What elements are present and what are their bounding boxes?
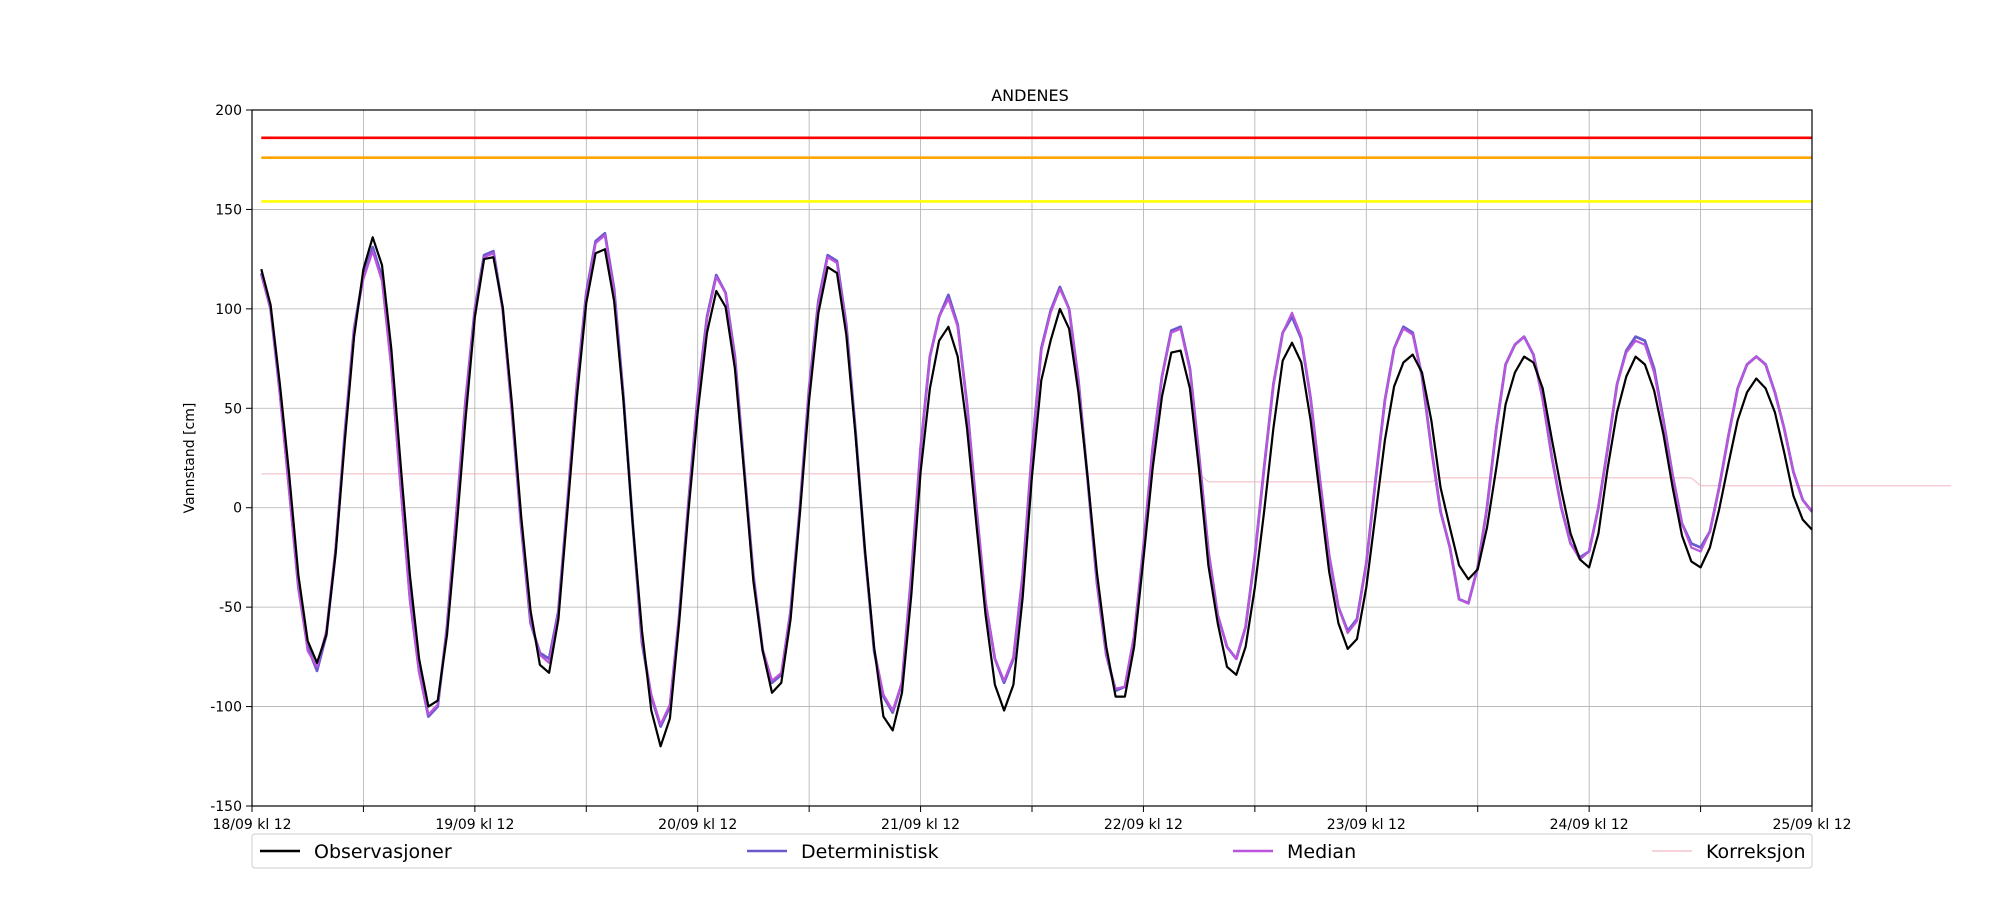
y-tick-label: -100 (210, 700, 242, 716)
x-tick-label: 20/09 kl 12 (658, 817, 737, 833)
y-tick-label: 100 (215, 302, 242, 318)
legend-box (251, 833, 1813, 869)
legend-label: Median (1287, 841, 1356, 863)
legend-label: Observasjoner (314, 841, 452, 863)
x-tick-label: 21/09 kl 12 (881, 817, 960, 833)
y-axis-ticks: -150 -100 -50 0 50 100 150 200 (210, 103, 252, 815)
y-axis-label: Vannstand [cm] (182, 403, 198, 514)
y-tick-label: 150 (215, 202, 242, 218)
y-tick-label: 0 (233, 501, 242, 517)
series-line-deterministisk (259, 231, 1814, 728)
chart-title: ANDENES (991, 86, 1069, 105)
x-tick-label: 19/09 kl 12 (435, 817, 514, 833)
x-tick-label: 25/09 kl 12 (1772, 817, 1851, 833)
x-tick-label: 24/09 kl 12 (1550, 817, 1629, 833)
legend-label: Deterministisk (801, 841, 939, 863)
y-tick-label: -50 (219, 600, 242, 616)
legend-label: Korreksjon (1706, 841, 1806, 863)
x-axis-ticks: 18/09 kl 12 19/09 kl 12 20/09 kl 12 21/09 k… (212, 806, 1852, 833)
x-tick-label: 22/09 kl 12 (1104, 817, 1183, 833)
series-line-korreksjon (261, 473, 1952, 487)
x-tick-label: 18/09 kl 12 (212, 817, 291, 833)
x-tick-label: 23/09 kl 12 (1327, 817, 1406, 833)
y-tick-label: 200 (215, 103, 242, 119)
series-line-observasjoner (260, 236, 1813, 748)
legend: Observasjoner Deterministisk Median Korreks… (251, 833, 1813, 869)
threshold-lines (261, 136, 1812, 203)
y-tick-label: -150 (210, 799, 242, 815)
y-tick-label: 50 (224, 401, 242, 417)
series-lines (259, 231, 1952, 748)
